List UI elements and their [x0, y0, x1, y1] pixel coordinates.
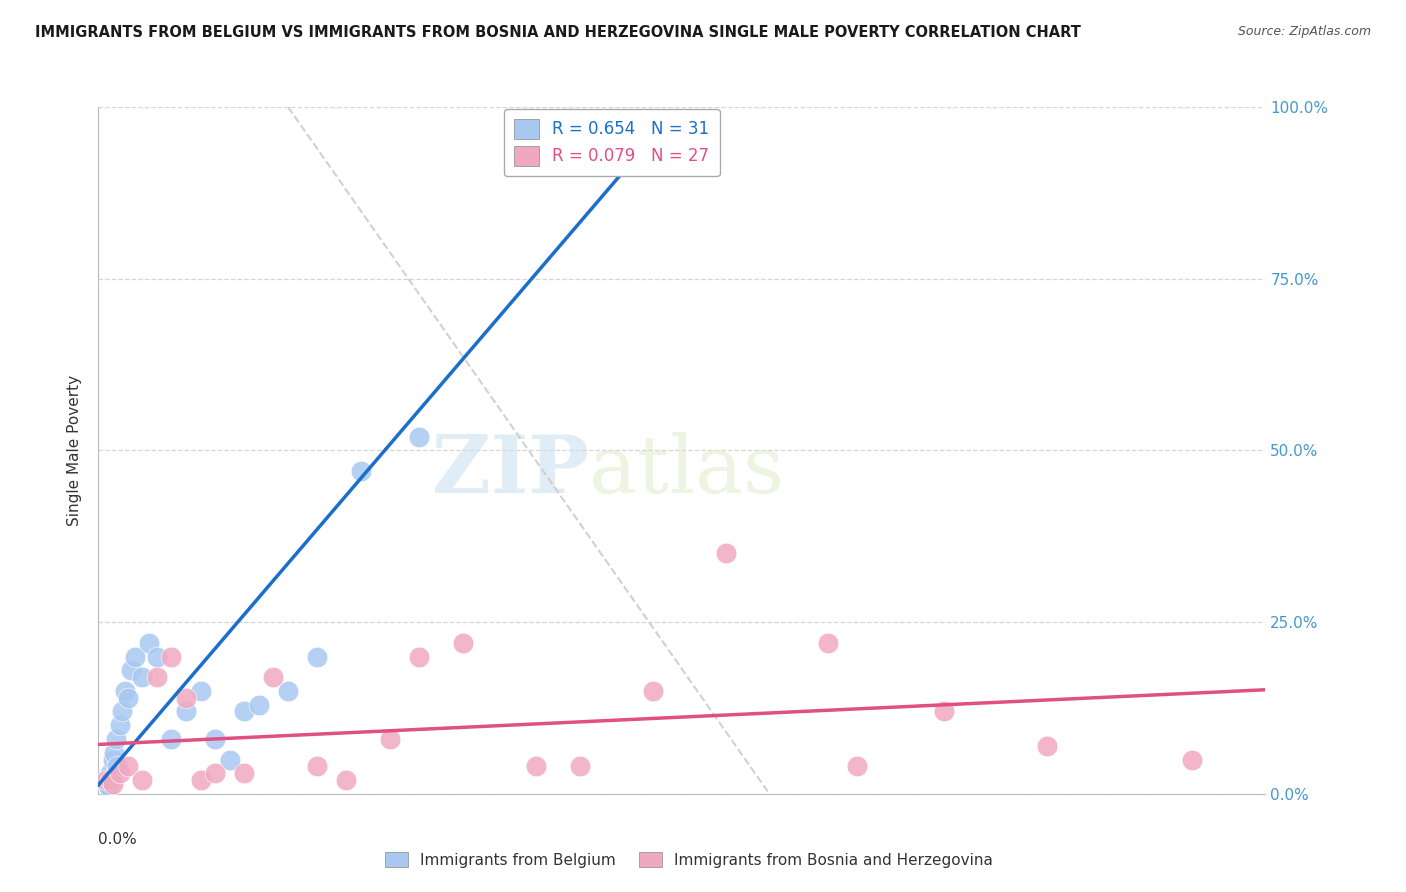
Point	[105, 759, 128, 773]
Point	[114, 683, 136, 698]
Point	[277, 683, 299, 698]
Point	[247, 698, 270, 712]
Point	[524, 759, 547, 773]
Point	[190, 683, 212, 698]
Point	[131, 773, 153, 788]
Point	[111, 705, 134, 719]
Point	[100, 773, 122, 788]
Point	[117, 690, 139, 705]
Point	[641, 683, 664, 698]
Point	[335, 773, 357, 788]
Y-axis label: Single Male Poverty: Single Male Poverty	[67, 375, 83, 526]
Point	[1181, 752, 1204, 766]
Point	[174, 690, 197, 705]
Point	[160, 731, 183, 746]
Point	[408, 649, 430, 664]
Point	[110, 718, 132, 732]
Point	[120, 663, 142, 677]
Text: 0.0%: 0.0%	[98, 831, 138, 847]
Point	[104, 731, 127, 746]
Point	[146, 649, 169, 664]
Point	[146, 670, 169, 684]
Point	[233, 705, 256, 719]
Text: atlas: atlas	[589, 432, 783, 510]
Point	[817, 636, 839, 650]
Point	[103, 746, 125, 760]
Point	[96, 776, 118, 790]
Point	[124, 649, 146, 664]
Point	[110, 766, 132, 780]
Point	[98, 766, 121, 780]
Point	[714, 546, 737, 561]
Point	[554, 120, 576, 135]
Point	[307, 759, 329, 773]
Point	[307, 649, 329, 664]
Point	[1035, 739, 1057, 753]
Point	[378, 731, 402, 746]
Point	[233, 766, 256, 780]
Point	[117, 759, 139, 773]
Point	[218, 752, 240, 766]
Point	[846, 759, 869, 773]
Point	[190, 773, 212, 788]
Text: IMMIGRANTS FROM BELGIUM VS IMMIGRANTS FROM BOSNIA AND HERZEGOVINA SINGLE MALE PO: IMMIGRANTS FROM BELGIUM VS IMMIGRANTS FR…	[35, 25, 1081, 40]
Point	[174, 705, 197, 719]
Point	[160, 649, 183, 664]
Point	[204, 766, 226, 780]
Point	[262, 670, 284, 684]
Point	[451, 636, 474, 650]
Point	[204, 731, 226, 746]
Point	[934, 705, 956, 719]
Point	[101, 752, 124, 766]
Point	[138, 636, 160, 650]
Point	[97, 780, 120, 794]
Point	[540, 134, 562, 148]
Legend: Immigrants from Belgium, Immigrants from Bosnia and Herzegovina: Immigrants from Belgium, Immigrants from…	[377, 844, 1001, 875]
Text: ZIP: ZIP	[432, 432, 589, 510]
Point	[568, 759, 591, 773]
Point	[350, 464, 373, 478]
Legend: R = 0.654   N = 31, R = 0.079   N = 27: R = 0.654 N = 31, R = 0.079 N = 27	[505, 109, 720, 176]
Point	[98, 773, 121, 788]
Point	[94, 773, 117, 788]
Point	[408, 430, 430, 444]
Point	[101, 776, 124, 790]
Text: Source: ZipAtlas.com: Source: ZipAtlas.com	[1237, 25, 1371, 38]
Point	[131, 670, 153, 684]
Point	[94, 773, 117, 788]
